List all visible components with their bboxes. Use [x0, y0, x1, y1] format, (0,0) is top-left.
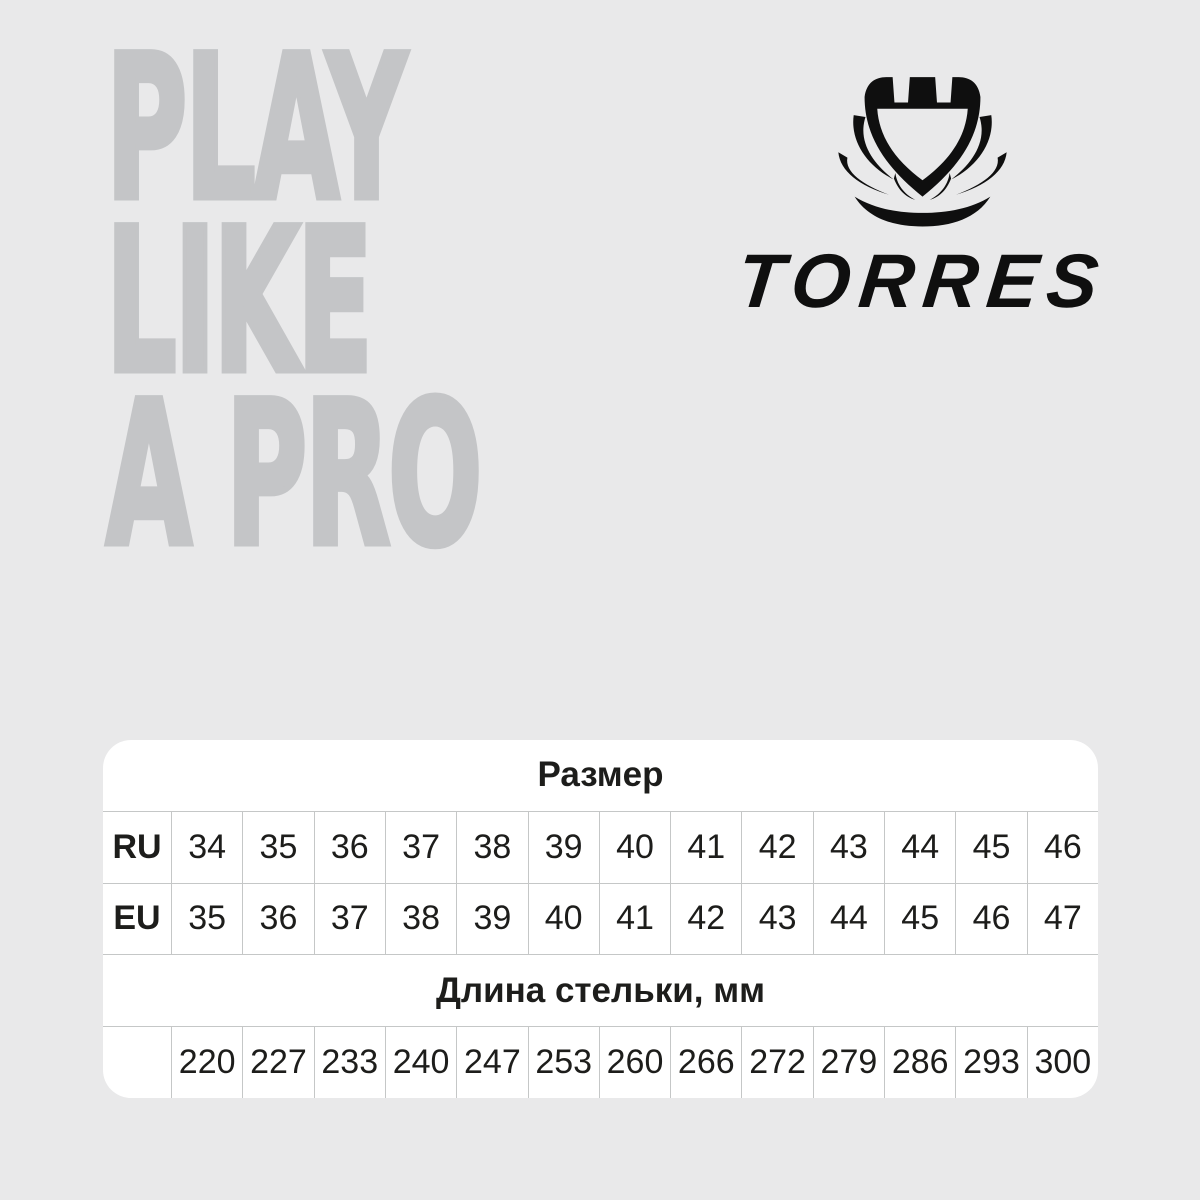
size-cell: 37: [384, 811, 456, 883]
row-label-eu: EU: [113, 899, 161, 938]
size-cell: 44: [812, 883, 884, 955]
insole-cell: 293: [955, 1027, 1026, 1098]
row-label-empty: [103, 1027, 171, 1098]
insole-cell: 286: [884, 1027, 955, 1098]
watermark-slogan: PLAY LIKE A PRO: [104, 13, 484, 590]
insole-cell: 260: [598, 1027, 670, 1098]
size-cell: 46: [955, 883, 1026, 955]
size-header: Размер: [537, 755, 664, 795]
size-cell: 36: [313, 811, 385, 883]
insole-cell: 220: [171, 1027, 242, 1098]
size-cell: 35: [171, 883, 242, 955]
size-chart-table: Размер RU 34 35 36 37 38 39 40 41 42 43 …: [103, 740, 1098, 1098]
size-cell: 44: [884, 811, 955, 883]
insole-cell: 266: [670, 1027, 741, 1098]
insole-cell: 253: [527, 1027, 599, 1098]
insole-cell: 300: [1026, 1027, 1098, 1098]
watermark-line: A PRO: [104, 359, 484, 590]
size-cell: 46: [1026, 811, 1098, 883]
size-cell: 42: [741, 811, 812, 883]
size-cell: 41: [670, 811, 741, 883]
torres-shield-icon: [832, 59, 1013, 231]
size-cell: 39: [527, 811, 599, 883]
insole-cell: 227: [242, 1027, 313, 1098]
size-cell: 45: [884, 883, 955, 955]
size-cell: 35: [242, 811, 313, 883]
size-cell: 45: [955, 811, 1026, 883]
size-cell: 40: [527, 883, 599, 955]
size-cell: 40: [598, 811, 670, 883]
watermark-line: PLAY: [104, 13, 409, 244]
size-cell: 43: [812, 811, 884, 883]
insole-cell: 279: [812, 1027, 884, 1098]
size-cell: 39: [456, 883, 527, 955]
size-cell: 41: [598, 883, 670, 955]
size-cell: 38: [456, 811, 527, 883]
insole-cell: 272: [741, 1027, 812, 1098]
insole-row: 220 227 233 240 247 253 260 266 272 279 …: [103, 1026, 1098, 1098]
size-cell: 43: [741, 883, 812, 955]
insole-cell: 247: [456, 1027, 527, 1098]
brand-wordmark: TORRES: [732, 239, 1112, 324]
watermark-line: LIKE: [104, 186, 375, 417]
size-cell: 42: [670, 883, 741, 955]
row-label-ru: RU: [112, 827, 162, 866]
size-row-ru: RU 34 35 36 37 38 39 40 41 42 43 44 45 4…: [103, 810, 1098, 883]
insole-cell: 240: [384, 1027, 456, 1098]
size-cell: 47: [1026, 883, 1098, 955]
size-cell: 36: [242, 883, 313, 955]
size-cell: 38: [384, 883, 456, 955]
size-cell: 34: [171, 811, 242, 883]
size-cell: 37: [313, 883, 385, 955]
size-row-eu: EU 35 36 37 38 39 40 41 42 43 44 45 46 4…: [103, 882, 1098, 955]
insole-header: Длина стельки, мм: [103, 954, 1098, 1026]
insole-cell: 233: [313, 1027, 385, 1098]
